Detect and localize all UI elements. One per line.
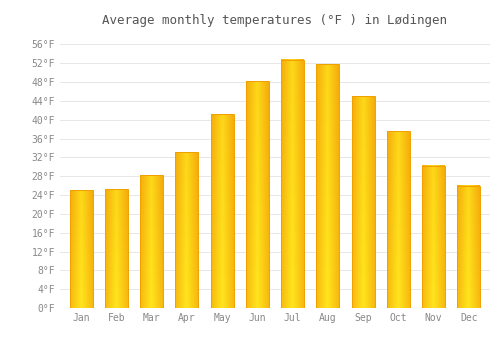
Bar [281,60,304,308]
Bar [352,96,374,308]
Bar [210,114,234,308]
Bar [176,152,199,308]
Title: Average monthly temperatures (°F ) in Lødingen: Average monthly temperatures (°F ) in Lø… [102,14,448,27]
Bar [316,64,340,308]
Bar [458,186,480,308]
Bar [70,190,92,308]
Bar [387,131,410,308]
Bar [140,175,163,308]
Bar [422,166,445,308]
Bar [105,189,128,308]
Bar [246,81,269,308]
